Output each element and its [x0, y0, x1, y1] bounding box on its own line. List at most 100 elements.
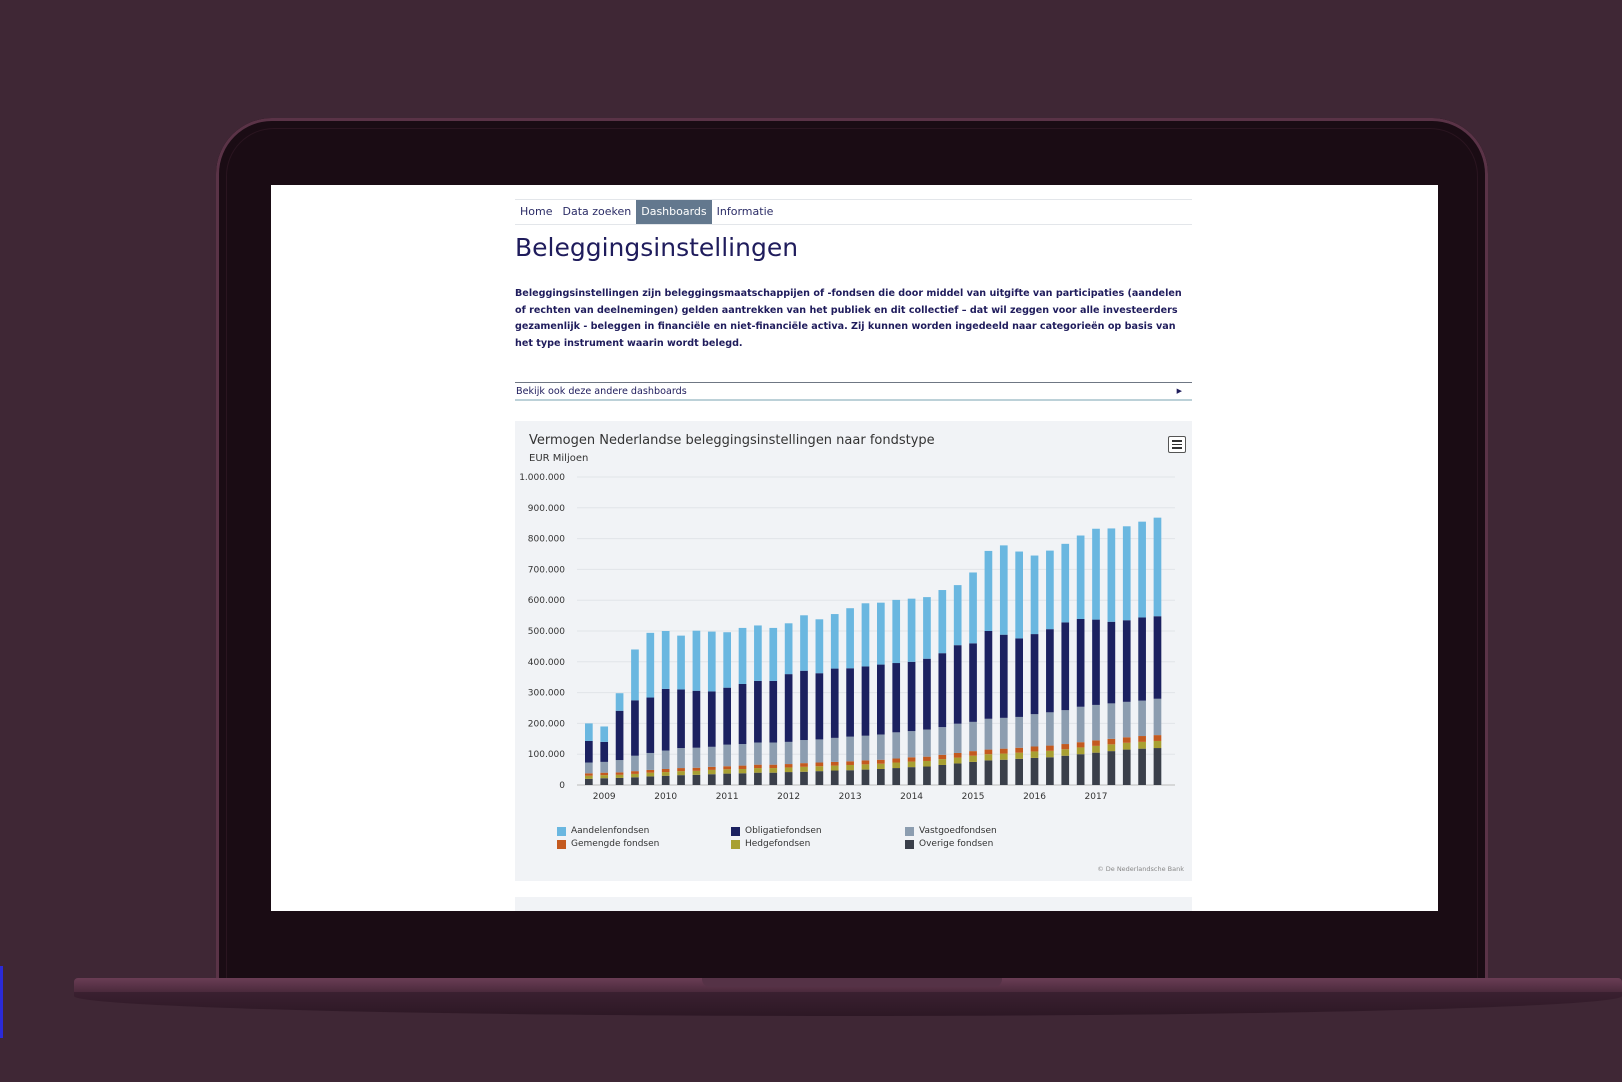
hamburger-menu-icon[interactable]: [1168, 436, 1186, 453]
bar-segment: [1046, 757, 1054, 785]
bar-segment: [969, 755, 977, 762]
bar-segment: [769, 680, 778, 743]
bar-segment: [923, 760, 931, 767]
bar-segment: [754, 625, 762, 681]
accordion-label: Bekijk ook deze andere dashboards: [516, 385, 687, 397]
bar-segment: [1153, 740, 1162, 749]
bar-segment: [769, 764, 778, 769]
y-tick-label: 300.000: [528, 689, 565, 699]
x-tick-label: 2009: [593, 792, 616, 802]
bar-segment: [1076, 747, 1085, 755]
bar-segment: [707, 631, 716, 692]
bar-segment: [692, 770, 701, 775]
nav-item-home[interactable]: Home: [520, 205, 553, 218]
bar-segment: [600, 778, 609, 785]
bar-segment: [615, 774, 624, 778]
intro-text: Beleggingsinstellingen zijn beleggingsma…: [515, 288, 1182, 349]
bar-segment: [723, 744, 731, 767]
bar-segment: [923, 766, 931, 785]
other-dashboards-accordion[interactable]: Bekijk ook deze andere dashboards ▶: [515, 382, 1192, 401]
bar-segment: [692, 767, 701, 771]
y-tick-label: 100.000: [528, 750, 565, 760]
bar-segment: [1061, 755, 1070, 785]
bar-segment: [800, 615, 808, 671]
bar-segment: [877, 759, 885, 764]
bar-segment: [600, 741, 609, 762]
legend-item[interactable]: Overige fondsen: [905, 839, 993, 849]
bar-segment: [877, 763, 885, 769]
nav-item-dashboards[interactable]: Dashboards: [636, 200, 712, 224]
bar-segment: [600, 775, 609, 779]
bar-segment: [723, 769, 731, 774]
bar-segment: [585, 723, 593, 741]
bar-segment: [892, 663, 901, 733]
y-tick-label: 1.000.000: [519, 473, 565, 483]
bar-segment: [784, 623, 793, 675]
bar-segment: [800, 670, 808, 741]
bar-segment: [692, 747, 701, 768]
bar-segment: [953, 585, 962, 646]
bar-segment: [800, 740, 808, 764]
legend-swatch: [557, 826, 566, 836]
bar-segment: [1076, 754, 1085, 785]
bar-segment: [1061, 622, 1070, 711]
bar-segment: [600, 726, 609, 742]
bar-segment: [830, 761, 839, 766]
legend-item[interactable]: Hedgefondsen: [731, 839, 810, 849]
bar-segment: [1153, 748, 1162, 785]
bar-segment: [1015, 747, 1023, 753]
bar-segment: [923, 658, 931, 730]
bar-segment: [999, 753, 1008, 760]
bar-segment: [1138, 617, 1146, 701]
legend-item[interactable]: Gemengde fondsen: [557, 839, 659, 849]
bar-segment: [1076, 742, 1085, 748]
bar-segment: [723, 632, 731, 688]
bar-segment: [923, 729, 931, 757]
bar-segment: [1107, 621, 1116, 704]
bar-segment: [646, 697, 655, 753]
bar-segment: [877, 768, 885, 785]
bar-segment: [907, 761, 916, 768]
bar-segment: [1046, 550, 1054, 630]
bar-segment: [1092, 619, 1100, 705]
legend-swatch: [905, 826, 914, 836]
bar-segment: [661, 750, 670, 769]
bar-segment: [600, 772, 609, 776]
bar-segment: [738, 768, 747, 774]
y-tick-label: 800.000: [528, 535, 565, 545]
bar-segment: [1030, 714, 1039, 747]
bar-segment: [861, 666, 870, 736]
nav-item-data-zoeken[interactable]: Data zoeken: [562, 205, 632, 218]
bar-segment: [969, 721, 977, 752]
x-tick-label: 2017: [1085, 792, 1108, 802]
bar-segment: [815, 771, 824, 785]
legend-item[interactable]: Vastgoedfondsen: [905, 826, 997, 836]
bar-segment: [631, 700, 639, 756]
bar-segment: [646, 772, 655, 777]
bar-segment: [1107, 738, 1116, 745]
bar-segment: [585, 778, 593, 785]
legend-item[interactable]: Obligatiefondsen: [731, 826, 822, 836]
bar-segment: [784, 741, 793, 765]
legend-item[interactable]: Aandelenfondsen: [557, 826, 649, 836]
bar-segment: [953, 763, 962, 785]
bar-segment: [1046, 745, 1054, 751]
bar-segment: [1061, 749, 1070, 756]
bar-segment: [861, 735, 870, 761]
bar-segment: [784, 674, 793, 742]
bar-segment: [984, 760, 993, 785]
x-tick-label: 2015: [962, 792, 985, 802]
bar-segment: [585, 773, 593, 776]
bar-segment: [1138, 736, 1146, 742]
bar-segment: [984, 749, 993, 755]
laptop-hinge-notch: [702, 978, 1002, 987]
bar-segment: [707, 691, 716, 747]
bar-segment: [892, 599, 901, 664]
bar-segment: [1138, 700, 1146, 737]
bar-segment: [646, 632, 655, 698]
bar-segment: [984, 631, 993, 719]
nav-item-informatie[interactable]: Informatie: [716, 205, 774, 218]
bar-segment: [1076, 706, 1085, 743]
legend-swatch: [731, 839, 740, 849]
bar-segment: [677, 768, 685, 772]
